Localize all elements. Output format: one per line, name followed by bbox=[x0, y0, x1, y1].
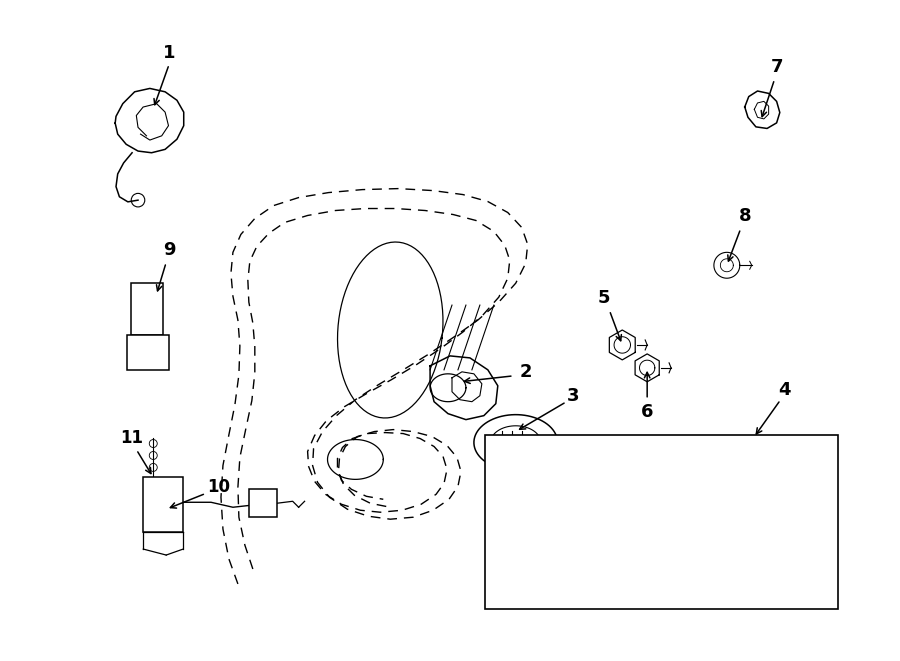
Bar bbox=[128, 335, 169, 370]
Text: 4: 4 bbox=[778, 381, 791, 399]
Bar bbox=[248, 489, 276, 517]
Text: 9: 9 bbox=[163, 241, 176, 259]
Text: 11: 11 bbox=[120, 428, 143, 447]
Text: 8: 8 bbox=[738, 208, 752, 225]
Text: 10: 10 bbox=[208, 479, 230, 496]
Bar bbox=[485, 434, 839, 609]
Bar bbox=[131, 283, 163, 335]
Text: 6: 6 bbox=[641, 403, 653, 420]
Text: 7: 7 bbox=[770, 58, 783, 76]
Text: 2: 2 bbox=[519, 363, 532, 381]
Text: 5: 5 bbox=[598, 289, 610, 307]
Text: 1: 1 bbox=[163, 44, 176, 62]
Text: 3: 3 bbox=[567, 387, 580, 405]
Bar bbox=[143, 477, 183, 532]
